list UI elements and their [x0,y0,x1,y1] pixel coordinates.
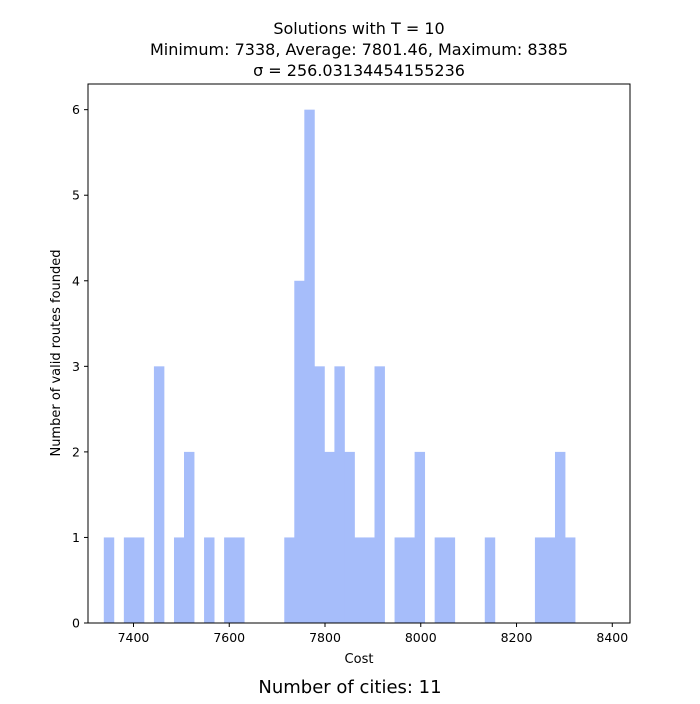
y-axis-label: Number of valid routes founded [49,249,64,456]
histogram-bar [344,451,355,623]
histogram-bar [364,537,375,623]
histogram-bar [444,537,456,623]
histogram-bar [153,366,165,623]
histogram-bar [434,537,446,623]
x-tick-label: 8000 [405,630,437,645]
title-line-2: Minimum: 7338, Average: 7801.46, Maximum… [150,40,568,59]
histogram-bar [544,537,556,623]
y-tick-label: 5 [72,188,80,203]
x-tick-label: 7400 [118,630,150,645]
histogram-bar [294,280,305,623]
histogram-bar [103,537,115,623]
histogram-bar [184,451,195,623]
histogram-bar [334,366,345,623]
y-tick-label: 0 [72,616,80,631]
x-tick-label: 8400 [596,630,628,645]
histogram-bar [204,537,215,623]
histogram-bar [324,451,335,623]
chart-title: Solutions with T = 10 Minimum: 7338, Ave… [150,19,568,80]
histogram-bars [103,109,576,623]
histogram-bar [284,537,295,623]
histogram-bar [123,537,135,623]
histogram-bar [414,451,426,623]
histogram-bar [554,451,566,623]
histogram-bar [394,537,405,623]
histogram-bar [173,537,185,623]
x-tick-label: 7800 [309,630,341,645]
histogram-bar [484,537,496,623]
y-tick-label: 6 [72,102,80,117]
y-axis-ticks: 0 1 2 3 4 5 6 [72,102,88,631]
y-tick-label: 2 [72,444,80,459]
title-line-3: σ = 256.03134454155236 [253,61,465,80]
histogram-bar [374,366,385,623]
histogram-bar [534,537,546,623]
histogram-bar [133,537,145,623]
histogram-bar [304,109,315,623]
x-tick-label: 7600 [213,630,245,645]
histogram-bar [564,537,576,623]
histogram-bar [314,366,325,623]
histogram-bar [224,537,235,623]
x-tick-label: 8200 [501,630,533,645]
histogram-bar [234,537,245,623]
y-tick-label: 4 [72,273,80,288]
cities-count-label: Number of cities: 11 [258,677,441,698]
x-axis-label: Cost [345,652,374,667]
y-tick-label: 3 [72,359,80,374]
y-tick-label: 1 [72,530,80,545]
x-axis-ticks: 7400 7600 7800 8000 8200 8400 [118,623,628,645]
histogram-bar [354,537,365,623]
histogram-bar [404,537,416,623]
title-line-1: Solutions with T = 10 [273,19,444,38]
plot-frame [87,83,631,624]
